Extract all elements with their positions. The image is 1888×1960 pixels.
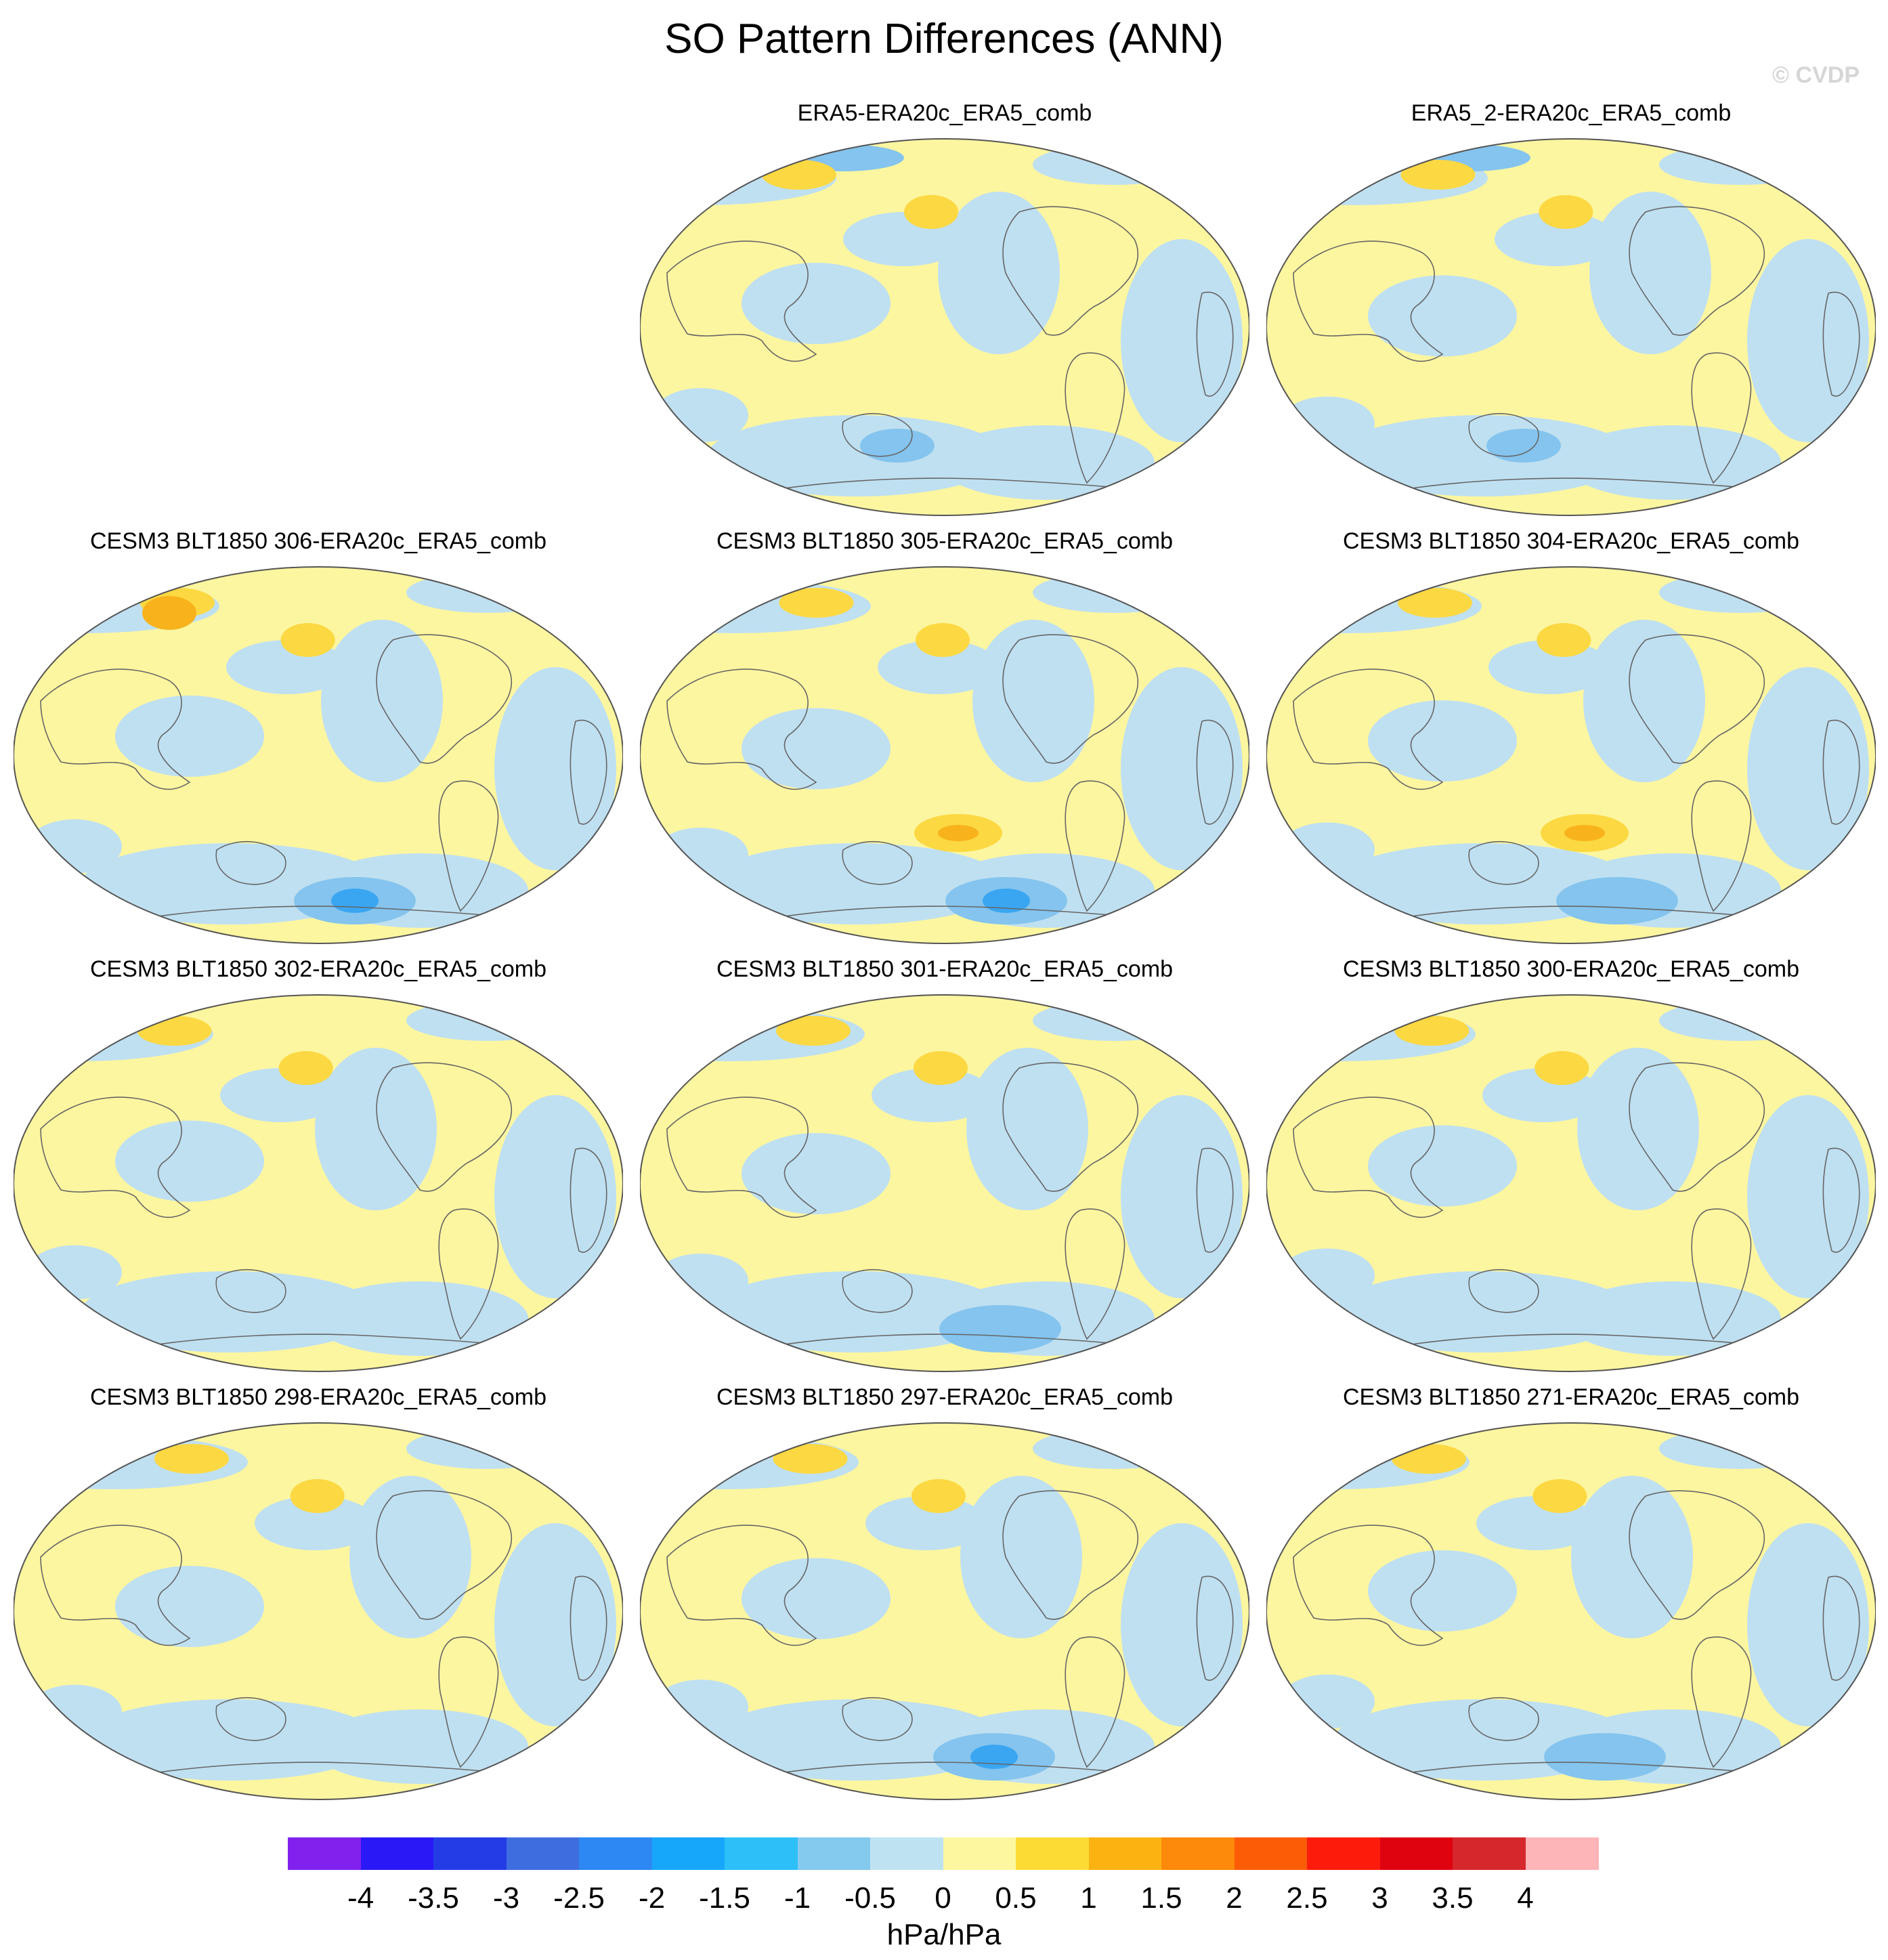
colorbar-tick-label: 2.5 [1286,1881,1328,1915]
colorbar-tick-label: 1.5 [1140,1881,1182,1915]
colorbar-swatch [1016,1837,1089,1870]
colorbar-swatch [360,1837,434,1870]
panel-title: CESM3 BLT1850 271-ERA20c_ERA5_comb [1342,1384,1800,1410]
robinson-map [14,994,623,1372]
map-panel: CESM3 BLT1850 301-ERA20c_ERA5_comb [633,956,1256,1383]
colorbar-tick-label: 1 [1080,1881,1097,1915]
colorbar-tick-label: 4 [1517,1881,1534,1915]
panel-title: CESM3 BLT1850 301-ERA20c_ERA5_comb [716,956,1174,982]
colorbar-swatch [943,1837,1016,1870]
colorbar-tick-label: -1.5 [699,1881,750,1915]
colorbar-swatch [288,1837,361,1870]
colorbar-swatch [725,1837,798,1870]
panel-title: CESM3 BLT1850 306-ERA20c_ERA5_comb [89,528,547,554]
colorbar-tick-label: -1 [784,1881,811,1915]
map-panel: CESM3 BLT1850 271-ERA20c_ERA5_comb [1260,1384,1883,1811]
colorbar-tick-label: -2.5 [553,1881,605,1915]
colorbar-swatch [579,1837,652,1870]
panel-title: CESM3 BLT1850 305-ERA20c_ERA5_comb [716,528,1174,554]
map-panel: CESM3 BLT1850 306-ERA20c_ERA5_comb [7,528,630,955]
robinson-map [1266,994,1876,1372]
robinson-map [1266,1422,1876,1800]
panel-title: CESM3 BLT1850 304-ERA20c_ERA5_comb [1342,528,1800,554]
colorbar-tick-label: 3 [1371,1881,1388,1915]
robinson-map [14,1422,623,1800]
colorbar-tick-label: -4 [347,1881,374,1915]
colorbar-swatch [506,1837,580,1870]
map-panel: CESM3 BLT1850 300-ERA20c_ERA5_comb [1260,956,1883,1383]
colorbar-swatch [1088,1837,1162,1870]
colorbar-tick-label: -0.5 [844,1881,896,1915]
panel-title: CESM3 BLT1850 300-ERA20c_ERA5_comb [1342,956,1800,982]
map-panel: CESM3 BLT1850 305-ERA20c_ERA5_comb [633,528,1256,955]
figure-title: SO Pattern Differences (ANN) [664,16,1224,62]
colorbar-units: hPa/hPa [886,1918,1002,1951]
map-panel: CESM3 BLT1850 302-ERA20c_ERA5_comb [7,956,630,1383]
panel-title: ERA5_2-ERA20c_ERA5_comb [1411,100,1732,126]
colorbar-swatch [1234,1837,1308,1870]
robinson-map [640,138,1249,516]
robinson-map [1266,566,1876,944]
colorbar-tick-label: -3.5 [408,1881,459,1915]
colorbar-swatch [433,1837,507,1870]
colorbar-tick-label: 0.5 [995,1881,1037,1915]
map-panel: CESM3 BLT1850 297-ERA20c_ERA5_comb [633,1384,1256,1811]
colorbar-swatch [797,1837,871,1870]
colorbar-tick-label: -2 [638,1881,666,1915]
colorbar-swatch [651,1837,725,1870]
robinson-map [640,994,1249,1372]
colorbar-tick-label: -3 [492,1881,520,1915]
colorbar-swatch [1161,1837,1235,1870]
colorbar-tick-label: 0 [935,1881,951,1915]
colorbar-swatch [1379,1837,1453,1870]
robinson-map [1266,138,1876,516]
colorbar [288,1837,1599,1870]
colorbar-swatch [1307,1837,1380,1870]
panel-title: CESM3 BLT1850 297-ERA20c_ERA5_comb [716,1384,1174,1410]
robinson-map [14,566,623,944]
panel-title: ERA5-ERA20c_ERA5_comb [797,100,1092,126]
panel-title: CESM3 BLT1850 298-ERA20c_ERA5_comb [89,1384,547,1410]
colorbar-swatch [1525,1837,1599,1870]
colorbar-swatch [1453,1837,1526,1870]
map-panel: CESM3 BLT1850 304-ERA20c_ERA5_comb [1260,528,1883,955]
robinson-map [640,566,1249,944]
map-panel: ERA5_2-ERA20c_ERA5_comb [1260,100,1883,527]
copyright-watermark: © CVDP [1772,62,1860,88]
robinson-map [640,1422,1249,1800]
map-panel: ERA5-ERA20c_ERA5_comb [633,100,1256,527]
colorbar-tick-label: 3.5 [1432,1881,1474,1915]
map-panel: CESM3 BLT1850 298-ERA20c_ERA5_comb [7,1384,630,1811]
colorbar-tick-label: 2 [1226,1881,1243,1915]
colorbar-swatch [870,1837,943,1870]
panel-title: CESM3 BLT1850 302-ERA20c_ERA5_comb [89,956,547,982]
